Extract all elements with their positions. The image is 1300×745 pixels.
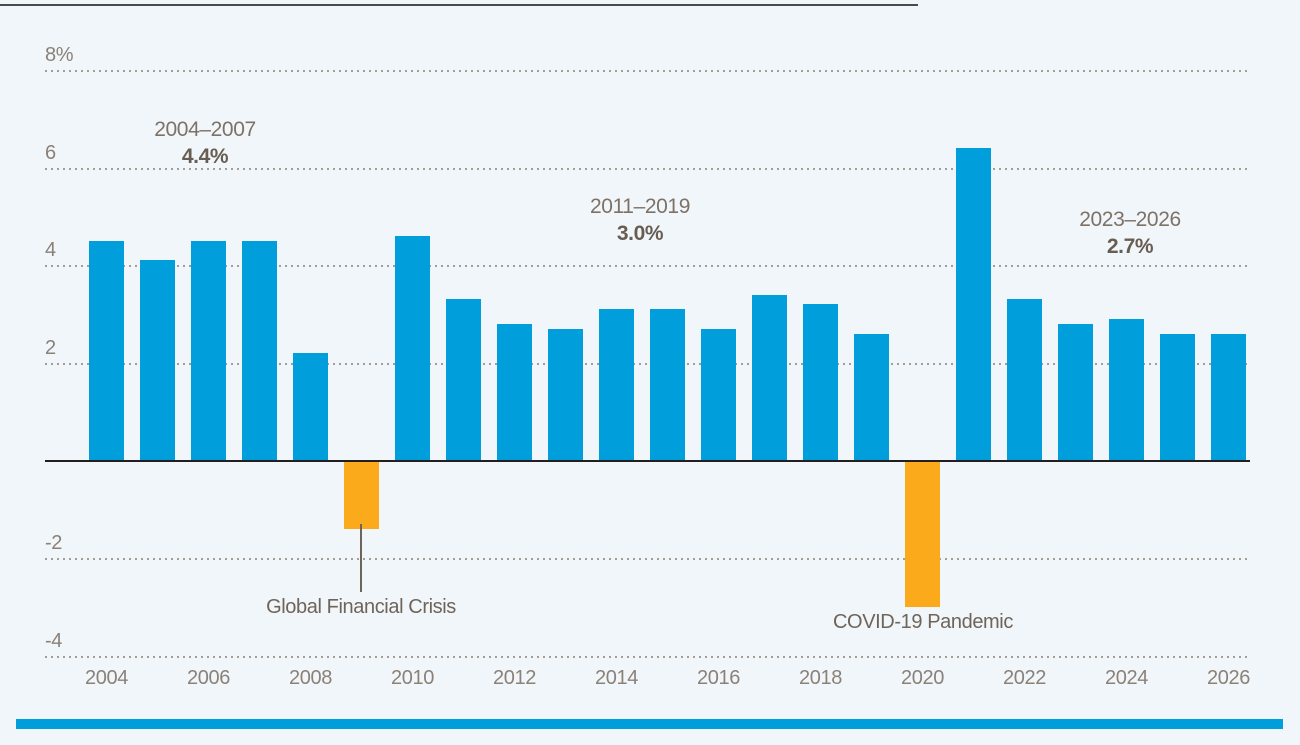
bar-2004	[89, 240, 124, 461]
bar-2014	[599, 309, 634, 461]
top-rule	[0, 4, 918, 6]
bar-2009	[344, 460, 379, 529]
bar-2010	[395, 236, 430, 461]
zero-axis	[45, 459, 1250, 462]
annotation-average: 2.7%	[1106, 235, 1154, 258]
bar-2016	[701, 328, 736, 461]
y-tick-label: 6	[45, 141, 56, 164]
bar-2024	[1109, 318, 1144, 461]
x-tick-label: 2022	[1003, 667, 1046, 689]
x-tick-label: 2016	[697, 667, 740, 689]
gridline	[45, 362, 1250, 365]
bar-2025	[1160, 333, 1195, 461]
bar-2019	[854, 333, 889, 461]
y-tick-label: 4	[45, 239, 56, 262]
callout-label: Global Financial Crisis	[266, 596, 456, 618]
x-tick-label: 2026	[1207, 667, 1250, 689]
gridline	[45, 655, 1250, 658]
period-annotation: 2011–2019 3.0%	[530, 193, 750, 247]
x-tick-label: 2004	[85, 667, 128, 689]
bar-2013	[548, 328, 583, 461]
bottom-accent-bar	[16, 719, 1283, 729]
y-tick-label: -2	[45, 532, 62, 555]
gridline	[45, 265, 1250, 268]
callout-label: COVID-19 Pandemic	[833, 611, 1013, 633]
bar-2012	[497, 323, 532, 461]
bar-2015	[650, 309, 685, 461]
bar-2017	[752, 294, 787, 461]
annotation-range: 2011–2019	[590, 195, 690, 218]
x-tick-label: 2018	[799, 667, 842, 689]
period-annotation: 2023–2026 2.7%	[1020, 206, 1240, 260]
bar-2005	[140, 260, 175, 461]
gridline	[45, 70, 1250, 73]
y-tick-label: -4	[45, 629, 62, 652]
x-tick-label: 2010	[391, 667, 434, 689]
x-tick-label: 2024	[1105, 667, 1148, 689]
annotation-range: 2023–2026	[1079, 208, 1181, 231]
period-annotation: 2004–2007 4.4%	[95, 116, 315, 170]
y-tick-label: 8%	[45, 44, 74, 67]
annotation-average: 3.0%	[616, 222, 664, 245]
bar-2018	[803, 304, 838, 461]
bar-2021	[956, 148, 991, 461]
x-tick-label: 2014	[595, 667, 638, 689]
bar-2023	[1058, 323, 1093, 461]
annotation-average: 4.4%	[181, 145, 229, 168]
bar-2026	[1211, 333, 1246, 461]
gridline	[45, 558, 1250, 561]
bar-2020	[905, 460, 940, 607]
annotation-range: 2004–2007	[154, 118, 256, 141]
bar-2008	[293, 353, 328, 461]
callout-leader-line	[360, 524, 362, 592]
x-tick-label: 2020	[901, 667, 944, 689]
x-tick-label: 2012	[493, 667, 536, 689]
bar-2011	[446, 299, 481, 461]
x-tick-label: 2008	[289, 667, 332, 689]
y-tick-label: 2	[45, 336, 56, 359]
bar-2006	[191, 240, 226, 461]
x-tick-label: 2006	[187, 667, 230, 689]
bar-2022	[1007, 299, 1042, 461]
bar-2007	[242, 240, 277, 461]
gridline	[45, 167, 1250, 170]
